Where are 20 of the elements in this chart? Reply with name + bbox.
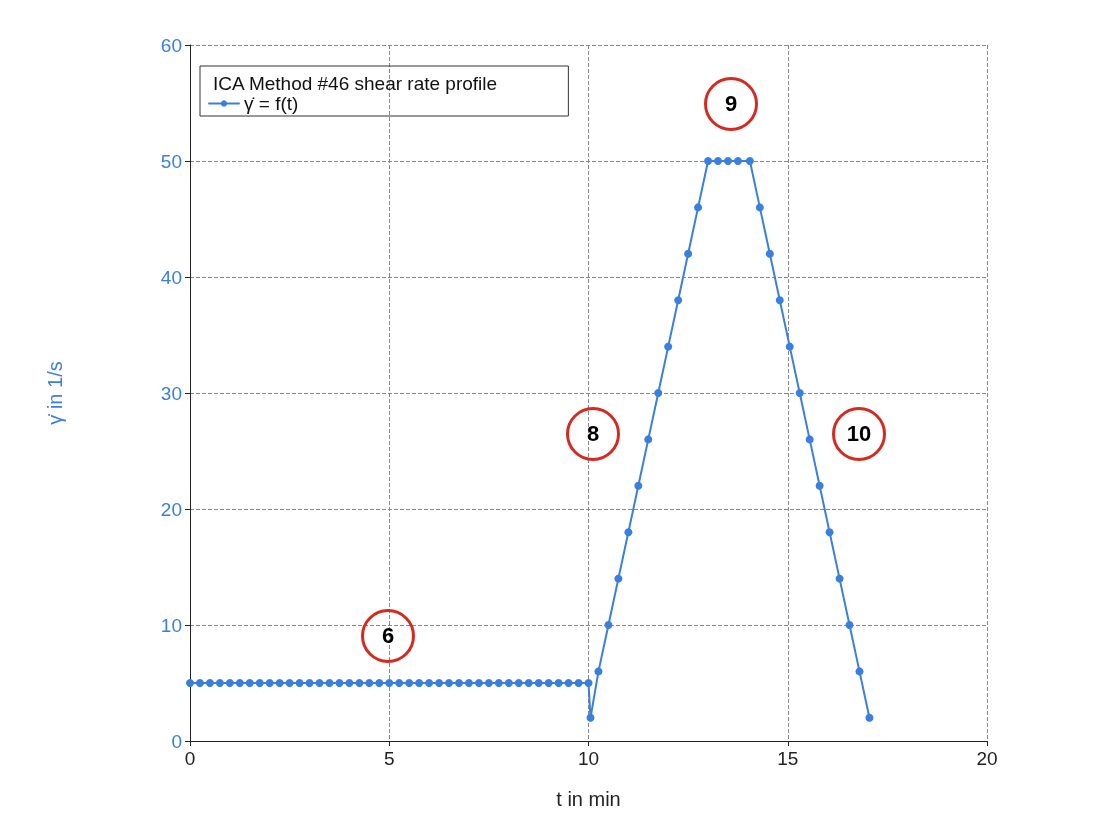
x-tick-label: 10 xyxy=(577,748,600,769)
circled-number: 6 xyxy=(361,609,415,663)
legend-title: ICA Method #46 shear rate profile xyxy=(213,73,498,94)
x-tick-label: 15 xyxy=(777,748,799,769)
legend-label: γ̇ = f(t) xyxy=(244,93,299,114)
y-tick-label: 20 xyxy=(160,498,182,520)
circled-number: 8 xyxy=(566,407,620,461)
circled-number: 10 xyxy=(832,407,886,461)
x-tick-label: 5 xyxy=(383,748,395,769)
y-tick-label: 60 xyxy=(160,34,182,56)
y-tick-label: 40 xyxy=(160,266,182,288)
y-tick-label: 30 xyxy=(160,382,182,404)
y-axis-title: γ̇ in 1/s xyxy=(44,361,66,425)
x-axis-title: t in min xyxy=(556,788,621,810)
y-tick-label: 10 xyxy=(160,614,182,636)
y-tick-label: 50 xyxy=(160,150,182,172)
circled-number: 9 xyxy=(704,77,758,131)
y-tick-label: 0 xyxy=(171,730,182,752)
x-tick-label: 20 xyxy=(976,748,998,769)
x-tick-label: 0 xyxy=(184,748,196,769)
